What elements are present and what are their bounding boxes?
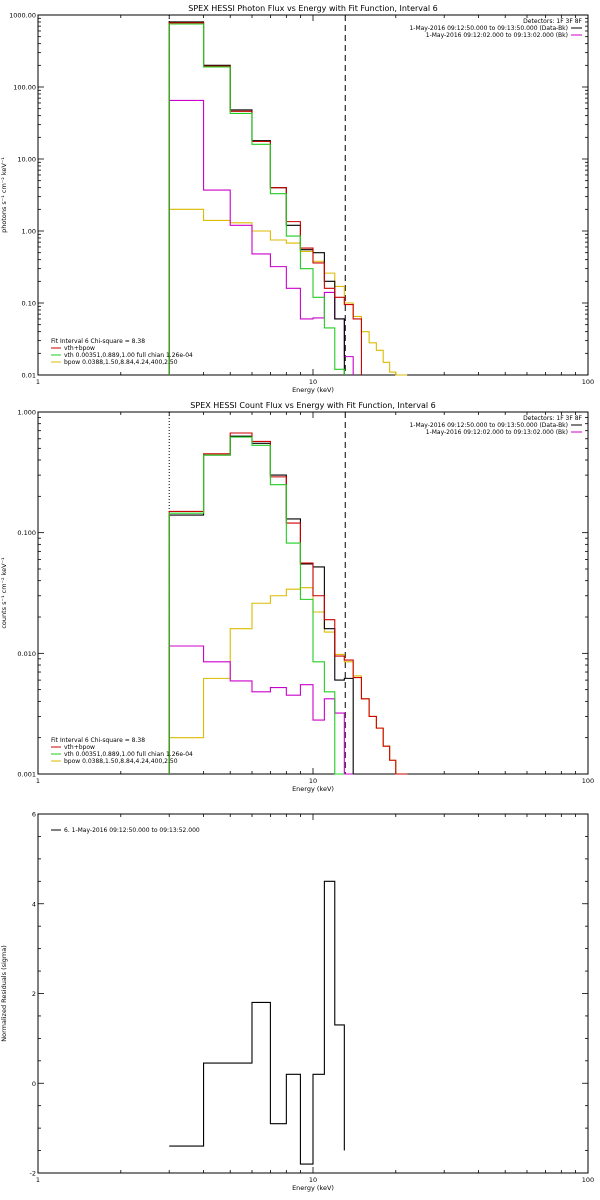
y-tick-label: 1.000 — [17, 409, 36, 417]
series-data-histogram — [169, 880, 345, 1165]
series-vth-histogram — [168, 23, 345, 375]
y-axis-label: counts s⁻¹ cm⁻² keV⁻¹ — [0, 557, 8, 629]
x-tick-label: 10 — [309, 1176, 317, 1184]
x-tick-label: 100 — [582, 378, 594, 386]
series-bpow-histogram — [168, 587, 408, 775]
series-total-histogram — [168, 22, 362, 375]
y-tick-label: 4 — [32, 900, 36, 908]
y-tick-label: 6 — [32, 811, 36, 819]
y-axis-label: Normalized Residuals (sigma) — [0, 945, 8, 1042]
x-axis-label: Energy (keV) — [292, 386, 334, 394]
detectors-label: Detectors: 1F 3F 8F — [523, 18, 582, 25]
series-data-histogram — [168, 435, 354, 774]
x-tick-label: 10 — [309, 378, 317, 386]
y-tick-label: 0.010 — [17, 650, 36, 658]
x-tick-label: 10 — [309, 777, 317, 785]
x-tick-label: 100 — [582, 777, 594, 785]
y-tick-label: 0.100 — [17, 529, 36, 537]
legend-left-entry: vth+bpow — [64, 744, 95, 751]
chart-title: SPEX HESSI Count Flux vs Energy with Fit… — [190, 401, 435, 410]
x-axis: 1 10 100 — [36, 15, 594, 386]
y-tick-label: 0.01 — [22, 372, 36, 380]
x-tick-label: 1 — [36, 1176, 40, 1184]
x-axis-label: Energy (keV) — [292, 785, 334, 793]
y-tick-label: 100.00 — [13, 84, 36, 92]
chart-panel-3: 1 10 100 Energy (keV) -2 0 2 4 6 Normalized Resid… — [0, 811, 594, 1193]
series-vth-histogram — [168, 436, 345, 775]
legend-right-entry: 1-May-2016 09:12:02.000 to 09:13:02.000 … — [426, 429, 568, 436]
y-tick-label: 1000.00 — [9, 12, 36, 20]
x-axis: 1 10 100 — [36, 412, 594, 785]
x-tick-label: 100 — [582, 1176, 594, 1184]
legend-left-entry: vth+bpow — [64, 345, 95, 352]
chart-title: SPEX HESSI Photon Flux vs Energy with Fi… — [188, 4, 438, 13]
x-axis: 1 10 100 — [36, 814, 594, 1184]
x-axis-label: Energy (keV) — [292, 1184, 334, 1192]
y-tick-label: 10.00 — [17, 156, 36, 164]
y-tick-label: 0.10 — [22, 300, 36, 308]
series-data-histogram — [168, 21, 345, 375]
legend-right-entry: 1-May-2016 09:12:50.000 to 09:13:50.000 … — [409, 25, 568, 32]
legend-left-entry: vth 0.00351,0.889,1.00 full chian 1.26e-… — [64, 751, 193, 758]
chart-panel-1: SPEX HESSI Photon Flux vs Energy with Fi… — [0, 4, 594, 394]
y-axis: -2 0 2 4 6 — [30, 811, 588, 1178]
series-total-histogram — [168, 432, 408, 775]
y-axis: 0.01 0.10 1.00 10.00 100.00 1000.00 — [9, 12, 588, 380]
legend-left-entry: bpow 0.0388,1.50,8.84,4.24,400,2.50 — [64, 359, 178, 366]
y-tick-label: -2 — [30, 1170, 36, 1178]
y-tick-label: 0 — [32, 1080, 36, 1088]
legend-left-header: Fit Interval 6 Chi-square = 8.38 — [51, 737, 145, 744]
y-axis-label: photons s⁻¹ cm⁻² keV⁻¹ — [0, 157, 8, 233]
legend-right-entry: 1-May-2016 09:12:50.000 to 09:13:50.000 … — [409, 422, 568, 429]
legend-left-header: Fit Interval 6 Chi-square = 8.38 — [51, 338, 145, 345]
x-tick-label: 1 — [36, 378, 40, 386]
legend-right-entry: 1-May-2016 09:12:02.000 to 09:13:02.000 … — [426, 32, 568, 39]
y-axis: 0.001 0.010 0.100 1.000 — [17, 409, 588, 779]
legend-left-entry: vth 0.00351,0.889,1.00 full chian 1.26e-… — [64, 352, 193, 359]
legend-left-entry: 6. 1-May-2016 09:12:50.000 to 09:13:52.0… — [64, 827, 200, 834]
chart-panel-2: SPEX HESSI Count Flux vs Energy with Fit… — [0, 401, 594, 793]
legend-left-entry: bpow 0.0388,1.50,8.84,4.24,400,2.50 — [64, 758, 178, 765]
plot-frame — [37, 14, 589, 376]
y-tick-label: 0.001 — [17, 771, 36, 779]
series-bpow-histogram — [168, 208, 408, 376]
x-tick-label: 1 — [36, 777, 40, 785]
y-tick-label: 2 — [32, 990, 36, 998]
detectors-label: Detectors: 1F 3F 8F — [523, 415, 582, 422]
series-background-histogram — [168, 645, 354, 775]
y-tick-label: 1.00 — [22, 228, 36, 236]
